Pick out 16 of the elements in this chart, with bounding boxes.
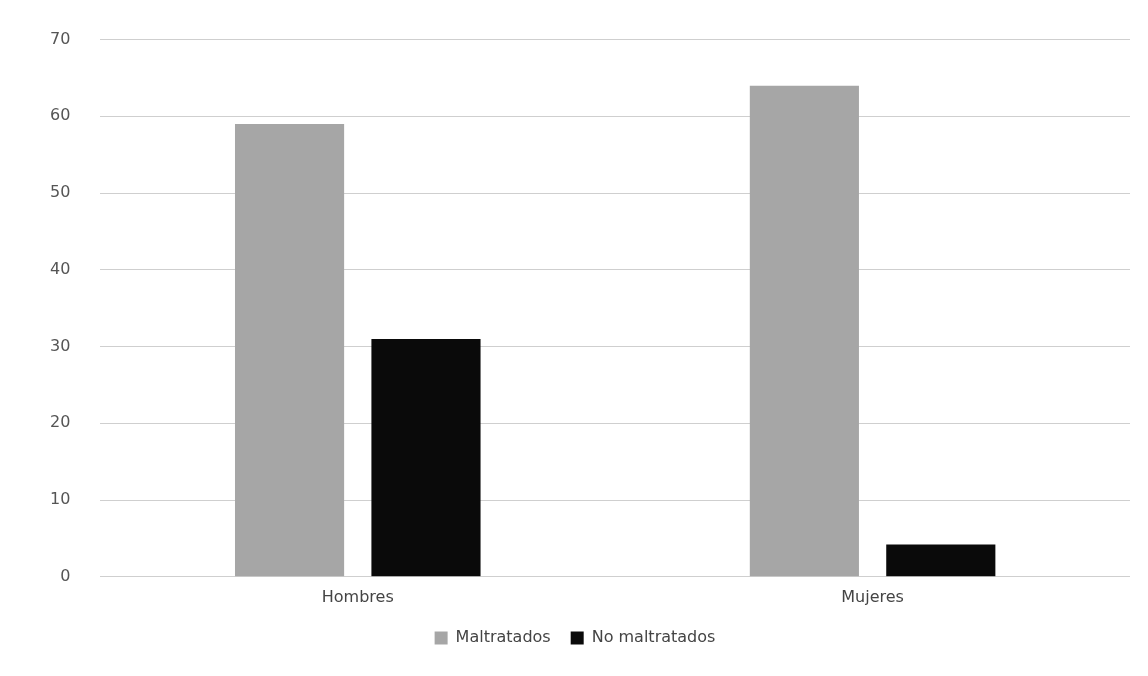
bar	[886, 544, 996, 577]
y-tick-label: 10	[50, 489, 71, 509]
legend-label: No maltratados	[591, 627, 716, 647]
bar	[234, 124, 345, 577]
y-tick-label: 50	[50, 182, 71, 202]
bar	[371, 338, 481, 577]
y-tick-label: 30	[50, 335, 71, 355]
legend-label: Maltratados	[455, 627, 551, 647]
y-tick-label: 40	[50, 258, 71, 278]
y-tick-label: 60	[50, 105, 71, 125]
y-tick-label: 70	[50, 28, 71, 48]
x-tick-label: Hombres	[321, 586, 394, 606]
y-tick-label: 0	[60, 565, 71, 585]
bar	[749, 85, 859, 577]
y-tick-label: 20	[50, 412, 71, 432]
x-tick-label: Mujeres	[841, 586, 904, 606]
